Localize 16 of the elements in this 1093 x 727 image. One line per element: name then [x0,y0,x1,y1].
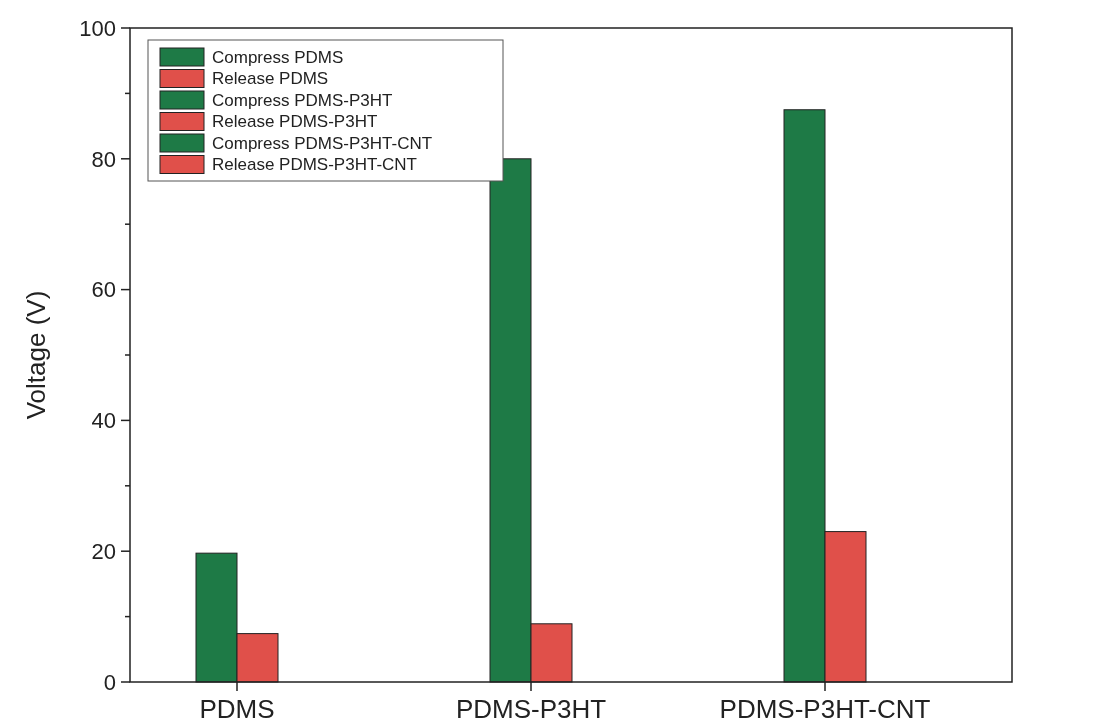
y-tick-label: 60 [91,277,116,303]
legend-label: Release PDMS-P3HT-CNT [212,155,417,175]
legend-label: Compress PDMS-P3HT-CNT [212,133,433,153]
legend-label: Release PDMS [212,69,329,89]
y-tick-label: 0 [103,669,116,695]
y-axis-title: Voltage (V) [21,290,51,420]
y-tick-label: 20 [91,538,116,564]
y-tick-label: 80 [91,146,116,172]
x-tick-label: PDMS-P3HT [455,694,607,724]
legend-label: Compress PDMS-P3HT [212,90,393,110]
y-tick-label: 100 [79,15,116,41]
legend-label: Compress PDMS [212,47,344,67]
y-tick-label: 40 [91,408,116,434]
x-tick-label: PDMS-P3HT-CNT [719,694,931,724]
legend-label: Release PDMS-P3HT [212,112,378,132]
x-tick-label: PDMS [199,694,275,724]
